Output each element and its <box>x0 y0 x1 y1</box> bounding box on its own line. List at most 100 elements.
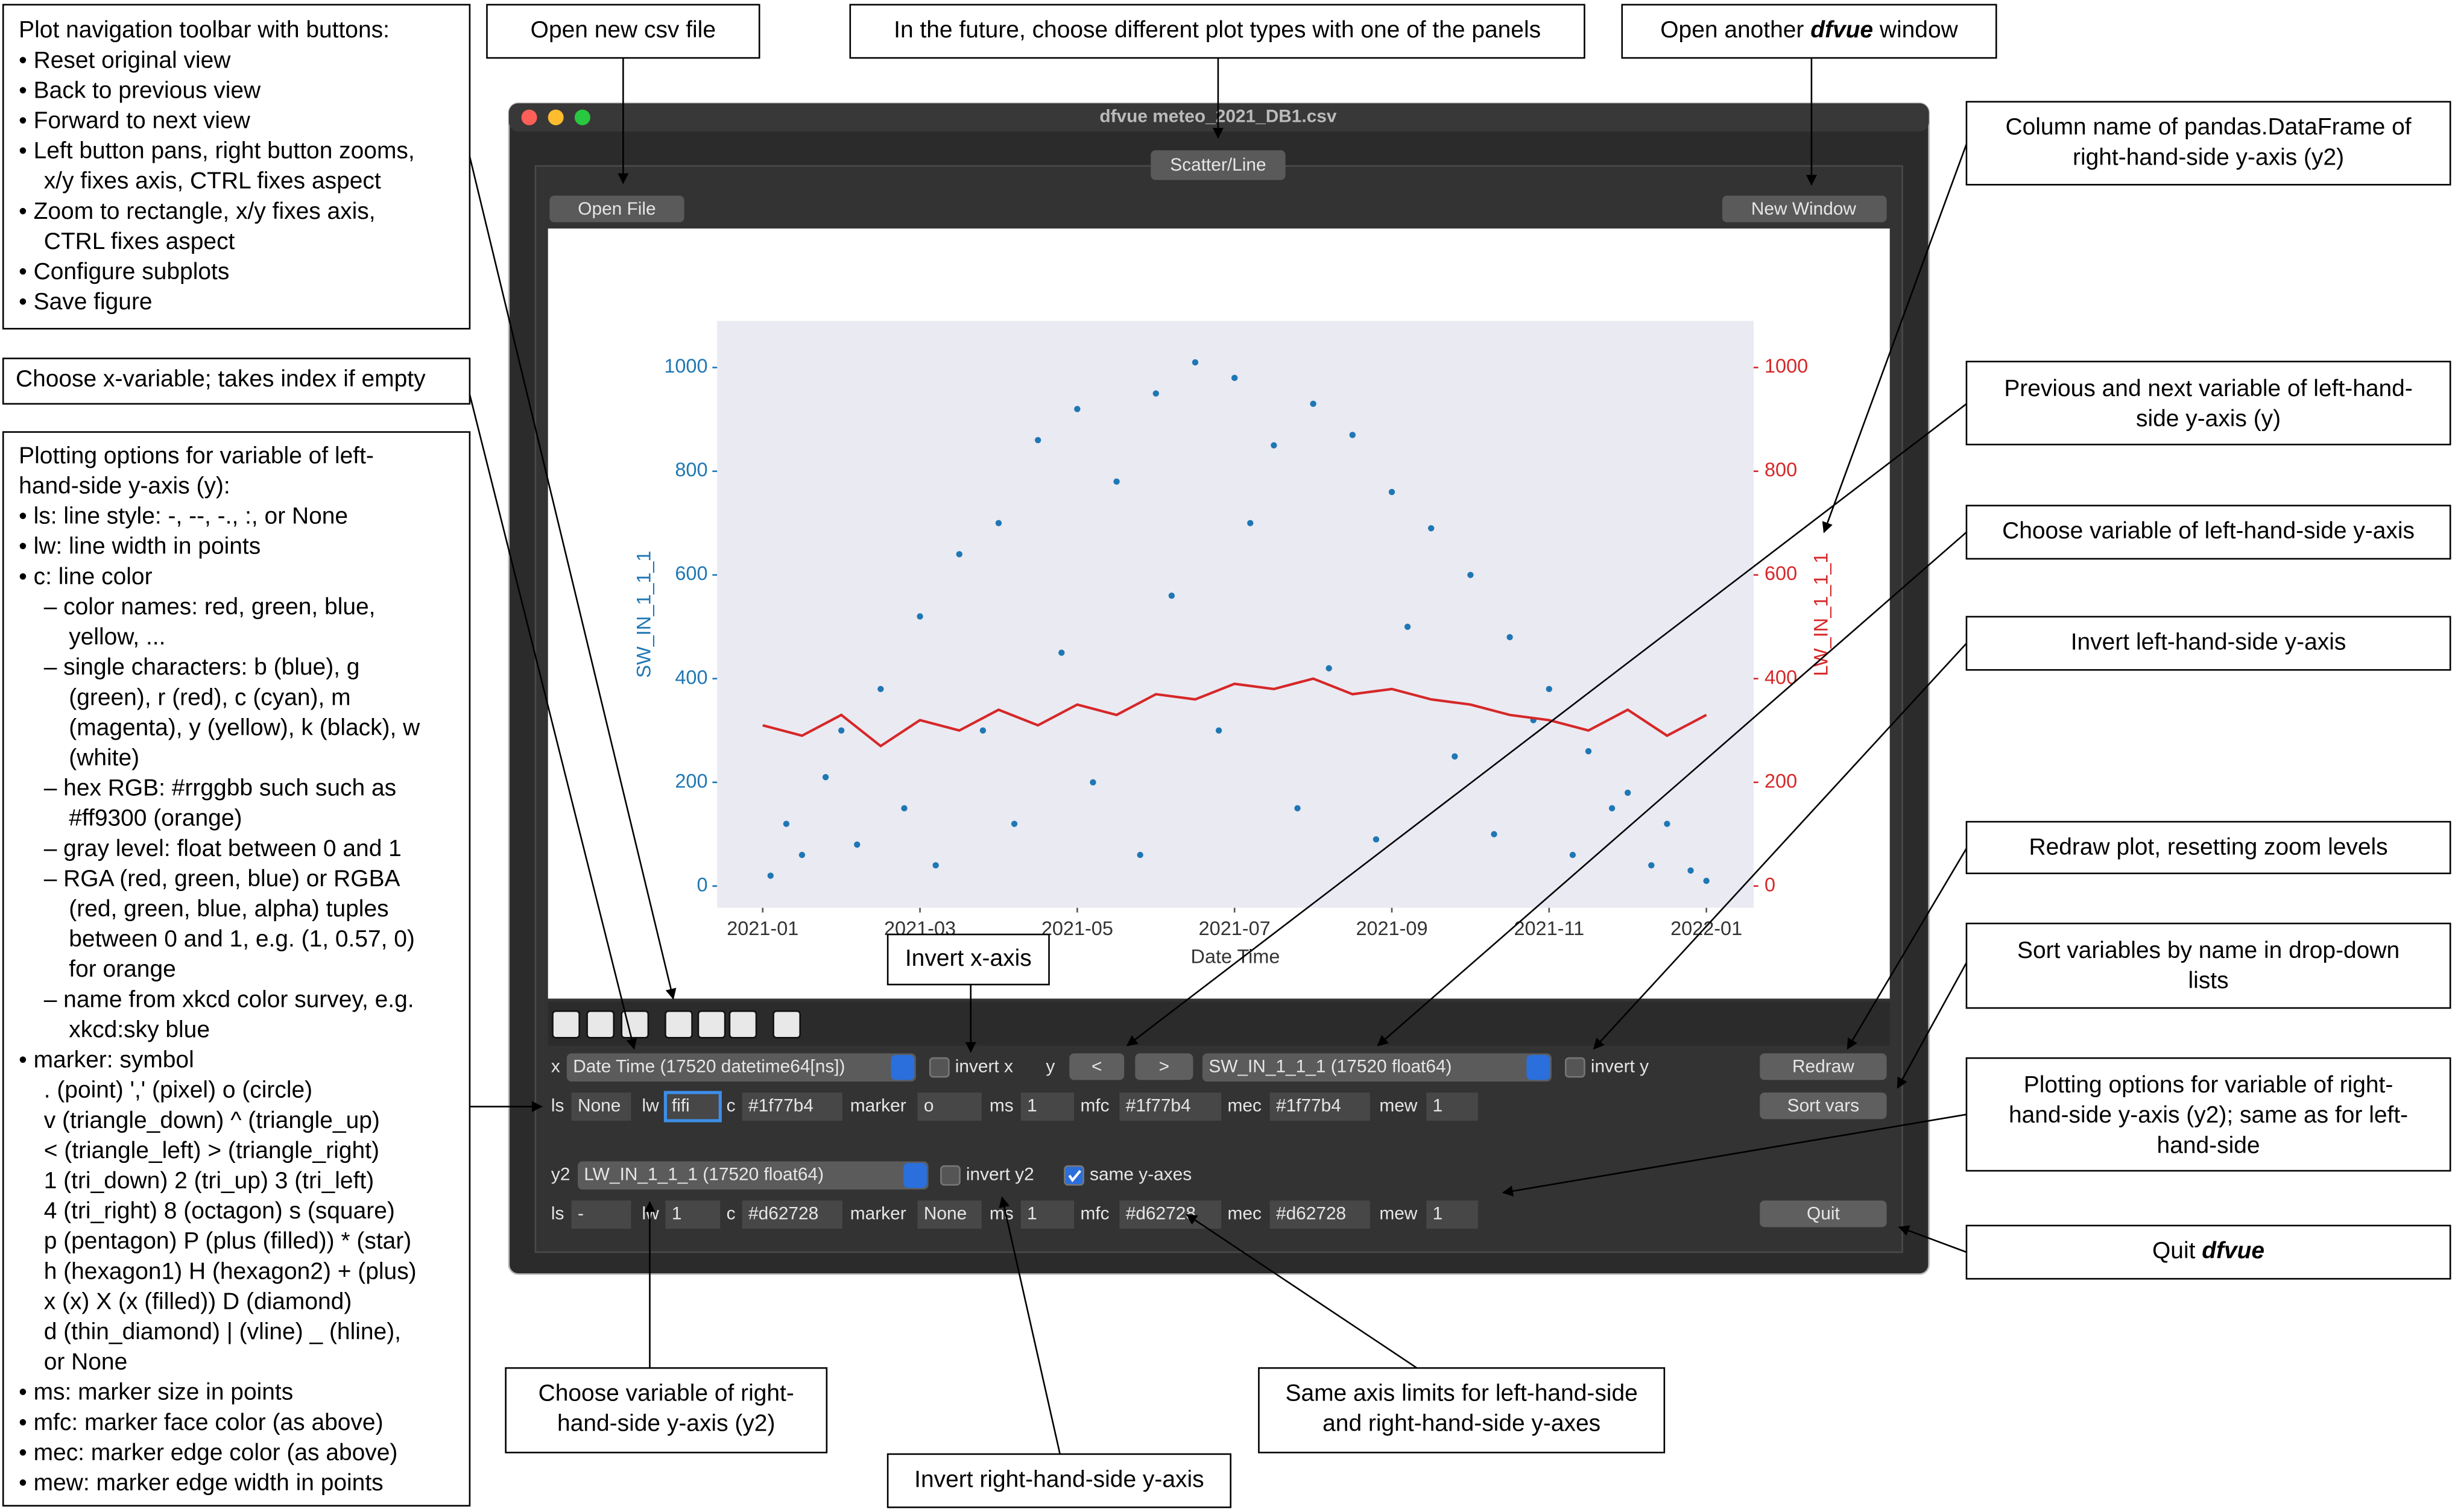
option-input[interactable] <box>1426 1200 1478 1229</box>
prev-button[interactable] <box>1069 1053 1125 1080</box>
option-value: None <box>924 1204 967 1224</box>
option-input[interactable] <box>1119 1092 1222 1121</box>
option-value: #1f77b4 <box>748 1095 814 1115</box>
annotation-text-part: window <box>1873 17 1959 43</box>
option-input[interactable] <box>742 1200 842 1229</box>
option-label: c <box>727 1095 736 1115</box>
annotation-arrow <box>1186 1214 1418 1369</box>
option-input[interactable] <box>1119 1200 1222 1229</box>
annotation-text: Invert x-axis <box>905 945 1032 971</box>
option-input[interactable] <box>1020 1092 1075 1121</box>
option-input[interactable] <box>1269 1200 1370 1229</box>
option-value: #d62728 <box>748 1204 818 1224</box>
option-value: #d62728 <box>1126 1204 1196 1224</box>
toolbar-button[interactable] <box>586 1010 615 1039</box>
annotation-text: and right-hand-side y-axes <box>1322 1411 1600 1437</box>
scatter-point <box>1058 649 1065 656</box>
annotation-text: h (hexagon1) H (hexagon2) + (plus) <box>44 1258 417 1284</box>
option-label: marker <box>850 1095 906 1115</box>
minimize-button[interactable] <box>548 109 564 125</box>
scatter-point <box>1608 805 1616 811</box>
same-y-axes-checkbox[interactable] <box>1064 1165 1084 1186</box>
annotation-box <box>849 4 1585 59</box>
option-input[interactable] <box>917 1092 982 1121</box>
scatter-point <box>822 773 829 781</box>
tab-button[interactable] <box>1151 150 1286 180</box>
option-input[interactable] <box>571 1092 631 1121</box>
select-arrow[interactable] <box>1526 1054 1550 1080</box>
select-arrow[interactable] <box>903 1163 927 1188</box>
option-input[interactable] <box>663 1091 722 1123</box>
annotation-arrow <box>1126 403 1967 1047</box>
option-input[interactable] <box>1426 1092 1478 1121</box>
invert-x-checkbox[interactable] <box>929 1057 950 1078</box>
annotation-text: Redraw plot, resetting zoom levels <box>2029 834 2387 860</box>
annotation-text: • Back to previous view <box>19 77 261 103</box>
scatter-point <box>1310 400 1316 408</box>
quit-button[interactable] <box>1760 1200 1887 1227</box>
zoom-button[interactable] <box>574 109 590 125</box>
x-select[interactable] <box>566 1053 916 1082</box>
invert-y2-checkbox-label: invert y2 <box>966 1165 1034 1185</box>
y-label: y <box>1046 1057 1055 1077</box>
annotation-text: p (pentagon) P (plus (filled)) * (star) <box>44 1228 412 1254</box>
sort-vars-button[interactable] <box>1760 1092 1887 1120</box>
option-label: ms <box>990 1095 1014 1115</box>
x-tick-label: 2021-11 <box>1514 918 1584 939</box>
toolbar-button[interactable] <box>552 1010 580 1039</box>
toolbar-button[interactable] <box>728 1010 757 1039</box>
invert-y-checkbox-label: invert y <box>1591 1057 1649 1077</box>
option-input[interactable] <box>665 1200 721 1229</box>
scatter-point <box>767 872 774 879</box>
annotation-text: or None <box>44 1349 128 1375</box>
scatter-point <box>854 841 861 848</box>
invert-y2-checkbox[interactable] <box>940 1165 961 1186</box>
close-button[interactable] <box>521 109 537 125</box>
scatter-point <box>1388 488 1395 496</box>
annotation-text: Previous and next variable of left-hand- <box>2004 376 2412 402</box>
annotation-text: Same axis limits for left-hand-side <box>1286 1381 1638 1406</box>
option-label: ls <box>551 1204 564 1224</box>
y2-tick-label: 200 <box>1765 770 1797 792</box>
annotation-text: < (triangle_left) > (triangle_right) <box>44 1138 379 1164</box>
scatter-point <box>1137 851 1143 858</box>
option-input[interactable] <box>1269 1092 1370 1121</box>
new-window-button[interactable] <box>1722 195 1887 222</box>
select-arrow[interactable] <box>891 1054 915 1080</box>
annotation-text: – gray level: float between 0 and 1 <box>44 836 402 862</box>
option-label: mec <box>1228 1204 1262 1224</box>
option-input[interactable] <box>917 1200 982 1229</box>
invert-y-checkbox[interactable] <box>1564 1057 1585 1078</box>
option-input[interactable] <box>742 1092 842 1121</box>
annotation-text: • Configure subplots <box>19 259 229 285</box>
y2-select[interactable] <box>578 1161 929 1190</box>
prev-button-label: < <box>1092 1057 1102 1077</box>
scatter-point <box>1585 748 1592 755</box>
annotation-text: Invert right-hand-side y-axis <box>914 1466 1204 1492</box>
scatter-point <box>1648 862 1655 869</box>
scatter-point <box>1168 592 1175 599</box>
x-tick-label: 2021-01 <box>727 918 798 939</box>
toolbar-button[interactable] <box>621 1010 649 1039</box>
y-select[interactable] <box>1202 1053 1552 1082</box>
option-value: 1 <box>1433 1204 1443 1224</box>
annotation-arrow <box>1377 531 1967 1047</box>
annotation-box <box>1965 1224 2451 1280</box>
scatter-point <box>1427 525 1435 532</box>
y2-tick-label: 1000 <box>1765 355 1808 377</box>
plot: 2021-01 2021-03 2021-05 2021-07 2021-09 2021-… <box>633 321 1832 967</box>
scatter-point <box>1034 436 1041 444</box>
annotation-text: – hex RGB: #rrggbb such such as <box>44 775 396 801</box>
toolbar-button[interactable] <box>773 1010 801 1039</box>
next-button[interactable] <box>1135 1053 1193 1080</box>
annotation-box <box>1965 1057 2451 1172</box>
toolbar-button[interactable] <box>665 1010 693 1039</box>
annotation-text: for orange <box>69 956 176 982</box>
open-file-button[interactable] <box>549 195 684 222</box>
option-input[interactable] <box>1020 1200 1075 1229</box>
option-input[interactable] <box>571 1200 631 1229</box>
scatter-point <box>917 613 923 620</box>
redraw-button[interactable] <box>1760 1053 1887 1080</box>
annotation-text: hand-side <box>2157 1132 2260 1158</box>
toolbar-button[interactable] <box>697 1010 726 1039</box>
